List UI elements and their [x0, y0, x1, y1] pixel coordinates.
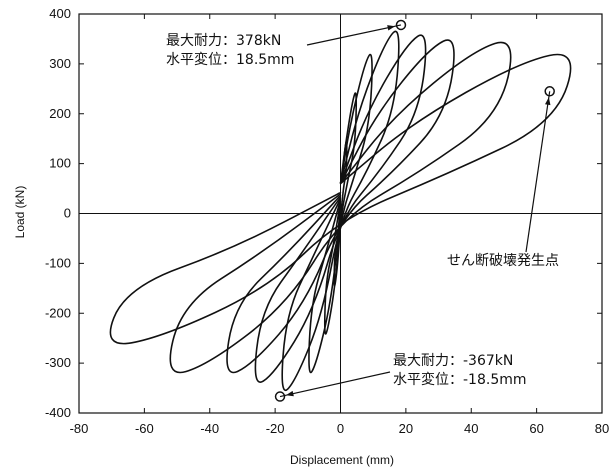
- y-tick-label: 400: [49, 6, 71, 21]
- y-axis-title: Load (kN): [13, 186, 27, 239]
- ticks: -80 -60 -40 -20 0 20 40 60 80-400-300-200-100010…: [45, 6, 609, 436]
- x-tick-label: 20: [399, 421, 413, 436]
- x-axis-title: Displacement (mm): [290, 453, 394, 467]
- x-tick-label: -20: [266, 421, 285, 436]
- annotation-max-negative-line1: 最大耐力：-367kN: [393, 353, 513, 369]
- annotation-max-positive-line1: 最大耐力：378kN: [166, 33, 281, 49]
- annotation-max-negative-line2: 水平変位：-18.5mm: [393, 371, 527, 388]
- x-tick-label: 80: [595, 421, 609, 436]
- y-tick-label: -300: [45, 355, 71, 370]
- annotation-leader-line: [279, 371, 391, 398]
- x-tick-label: 40: [464, 421, 478, 436]
- markers: [274, 19, 555, 402]
- y-tick-label: -100: [45, 255, 71, 270]
- annotation-shear-failure: せん断破壊発生点: [447, 253, 559, 269]
- annotations: 最大耐力：378kN 水平変位：18.5mm 最大耐力：-367kN 水平変位：…: [166, 33, 559, 388]
- y-tick-label: 300: [49, 56, 71, 71]
- annotation-leader-line: [525, 91, 551, 253]
- annotation-leader-line: [306, 24, 402, 46]
- x-tick-label: 0: [337, 421, 344, 436]
- x-tick-label: -40: [200, 421, 219, 436]
- annotation-arrowhead: [387, 25, 396, 31]
- x-tick-label: -60: [135, 421, 154, 436]
- annotation-max-positive-line2: 水平変位：18.5mm: [166, 51, 294, 68]
- y-tick-label: 100: [49, 156, 71, 171]
- axes: [78, 13, 603, 414]
- y-tick-label: -400: [45, 405, 71, 420]
- y-tick-label: -200: [45, 305, 71, 320]
- annotation-arrowhead: [545, 97, 551, 106]
- y-tick-label: 0: [64, 206, 71, 221]
- hysteresis-loop: [169, 41, 512, 374]
- x-tick-label: -80: [70, 421, 89, 436]
- hysteresis-loop: [109, 53, 572, 345]
- annotation-arrowhead: [285, 390, 294, 397]
- y-tick-label: 200: [49, 106, 71, 121]
- x-tick-label: 60: [529, 421, 543, 436]
